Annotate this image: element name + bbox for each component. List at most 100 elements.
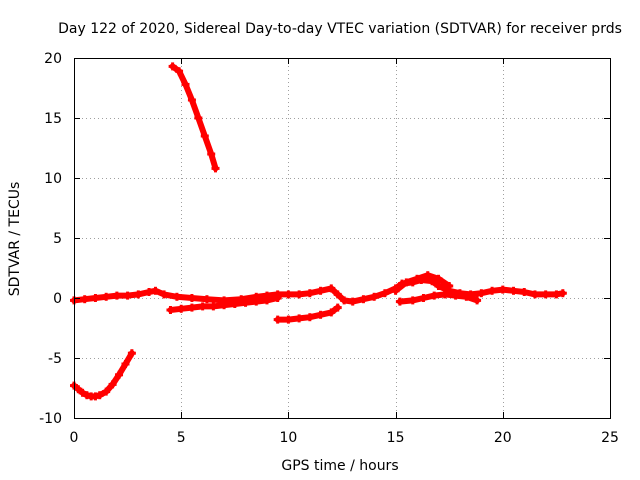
data-point — [121, 360, 130, 368]
data-point — [509, 286, 518, 295]
data-point — [333, 290, 342, 299]
data-point — [473, 296, 482, 305]
data-point — [175, 67, 184, 76]
data-point — [440, 290, 449, 299]
data-point — [172, 292, 181, 301]
data-point — [91, 294, 100, 302]
data-point — [305, 289, 314, 298]
data-point — [380, 289, 389, 298]
grid-lines — [74, 58, 610, 418]
data-point — [316, 310, 325, 319]
data-point — [187, 294, 196, 302]
data-point — [413, 274, 422, 283]
data-series — [70, 62, 567, 401]
data-point — [108, 380, 117, 389]
data-point — [430, 291, 439, 300]
data-point — [241, 298, 250, 307]
data-point — [445, 282, 454, 290]
data-point — [80, 295, 89, 304]
data-point — [295, 290, 304, 299]
data-point — [194, 114, 203, 122]
x-tick-label: 5 — [177, 430, 186, 446]
data-point — [273, 294, 282, 302]
data-point — [102, 292, 111, 301]
data-point — [123, 291, 132, 300]
data-point — [284, 290, 293, 299]
data-point — [160, 290, 169, 299]
data-point — [220, 301, 229, 310]
x-tick-label: 10 — [279, 430, 297, 446]
data-point — [78, 388, 87, 397]
data-point — [115, 370, 124, 379]
data-point — [74, 385, 83, 394]
axis-ticks: 0 5 10 15 20 25 -10 -5 0 5 10 15 20 — [39, 51, 619, 446]
data-point — [462, 292, 471, 301]
data-point — [177, 304, 186, 313]
data-point — [327, 308, 336, 317]
data-point — [327, 284, 336, 293]
data-point — [181, 80, 190, 89]
chart-title: Day 122 of 2020, Sidereal Day-to-day VTE… — [58, 21, 622, 37]
y-tick-label: -10 — [39, 411, 62, 427]
data-point — [316, 286, 325, 295]
data-point — [295, 314, 304, 323]
data-point — [520, 288, 529, 296]
data-point — [127, 349, 136, 358]
data-point — [348, 297, 357, 306]
x-tick-label: 15 — [387, 430, 405, 446]
data-point — [541, 290, 550, 299]
data-point — [391, 286, 400, 295]
data-point — [187, 303, 196, 312]
data-point — [200, 132, 209, 140]
data-point — [207, 150, 216, 158]
data-point — [477, 289, 486, 298]
data-point — [168, 62, 177, 71]
data-point — [408, 296, 417, 305]
x-tick-label: 25 — [601, 430, 619, 446]
y-tick-label: 20 — [44, 51, 62, 67]
data-point — [498, 285, 507, 294]
data-point — [211, 164, 220, 173]
data-point — [359, 295, 368, 304]
data-point — [284, 315, 293, 324]
data-point — [370, 292, 379, 301]
data-point — [187, 96, 196, 104]
data-point — [434, 282, 443, 290]
data-point — [209, 302, 218, 311]
data-point — [530, 290, 539, 299]
data-point — [434, 274, 443, 283]
data-point — [305, 313, 314, 322]
data-point — [451, 291, 460, 300]
data-point — [402, 278, 411, 287]
x-tick-label: 20 — [494, 430, 512, 446]
data-point — [151, 286, 160, 295]
data-point — [340, 296, 349, 305]
data-point — [134, 290, 143, 299]
x-tick-label: 0 — [70, 430, 79, 446]
data-point — [419, 294, 428, 302]
data-point — [423, 271, 432, 280]
y-tick-label: 10 — [44, 171, 62, 187]
y-tick-label: 5 — [53, 231, 62, 247]
y-tick-label: 0 — [53, 291, 62, 307]
data-point — [112, 291, 121, 300]
y-tick-label: -5 — [48, 351, 62, 367]
data-point — [102, 387, 111, 396]
y-axis-label: SDTVAR / TECUs — [7, 182, 23, 297]
y-tick-label: 15 — [44, 111, 62, 127]
data-point — [395, 297, 404, 306]
data-point — [488, 286, 497, 295]
data-point — [166, 306, 175, 314]
data-point — [198, 302, 207, 311]
data-point — [558, 289, 567, 298]
data-point — [273, 315, 282, 324]
data-point — [262, 296, 271, 305]
data-point — [95, 391, 104, 400]
data-point — [333, 303, 342, 312]
data-point — [230, 300, 239, 308]
data-point — [252, 297, 261, 306]
data-point — [202, 295, 211, 304]
x-axis-label: GPS time / hours — [281, 458, 398, 474]
